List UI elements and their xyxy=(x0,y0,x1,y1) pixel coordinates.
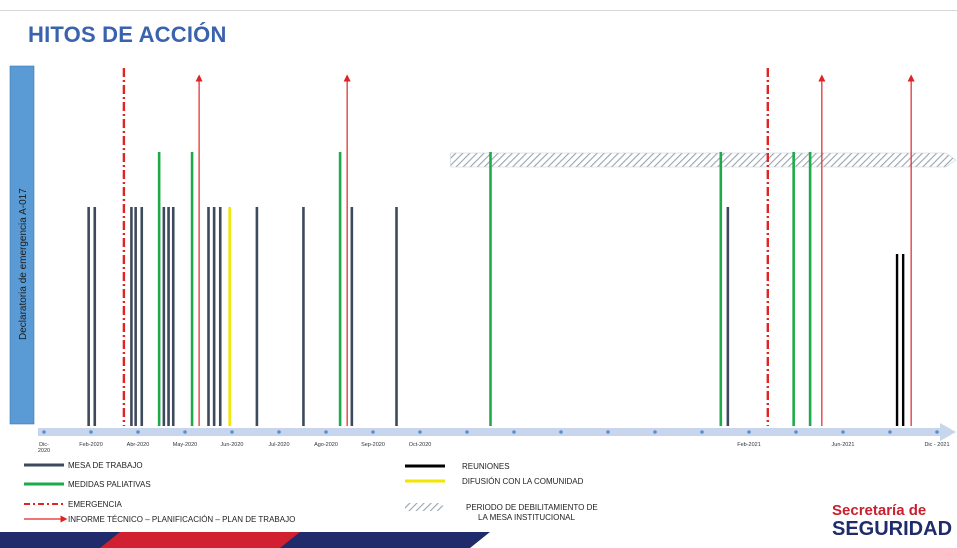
legend-swatch-periodo xyxy=(405,503,445,511)
legend-label-informe: INFORME TÉCNICO – PLANIFICACIÓN – PLAN D… xyxy=(68,515,295,524)
axis-dot xyxy=(794,430,798,434)
axis-dot xyxy=(653,430,657,434)
axis-dot xyxy=(324,430,328,434)
axis-dot xyxy=(935,430,939,434)
axis-dot xyxy=(888,430,892,434)
axis-dot xyxy=(606,430,610,434)
legend-label-periodo-2: LA MESA INSTITUCIONAL xyxy=(478,513,575,522)
period-debilitamiento xyxy=(450,152,957,168)
tick-label: Sep-2020 xyxy=(361,442,385,448)
axis-dot xyxy=(277,430,281,434)
legend-label-paliativas: MEDIDAS PALIATIVAS xyxy=(68,480,151,489)
tick-label: May-2020 xyxy=(173,442,197,448)
tick-label: Jun-2020 xyxy=(221,442,244,448)
axis-dot xyxy=(183,430,187,434)
footer-stripes xyxy=(0,532,490,548)
events-layer xyxy=(87,68,915,426)
legend-label-reuniones: REUNIONES xyxy=(462,462,510,471)
axis-dot xyxy=(465,430,469,434)
axis-dot xyxy=(89,430,93,434)
top-divider xyxy=(0,10,957,11)
tick-label: Oct-2020 xyxy=(409,442,432,448)
brand-line-2: SEGURIDAD xyxy=(832,518,953,540)
period-band xyxy=(450,152,957,168)
axis-dot xyxy=(418,430,422,434)
legend-label-mesa: MESA DE TRABAJO xyxy=(68,461,143,470)
vertical-label-bar xyxy=(9,65,35,425)
axis-dot xyxy=(559,430,563,434)
axis-dot xyxy=(747,430,751,434)
axis-dot xyxy=(42,430,46,434)
tick-label: Jul-2020 xyxy=(268,442,289,448)
axis-arrowhead xyxy=(940,423,956,441)
axis-dot xyxy=(230,430,234,434)
axis-dot xyxy=(700,430,704,434)
legend: MESA DE TRABAJO MEDIDAS PALIATIVAS EMERGEN… xyxy=(24,461,598,524)
legend-label-emergencia: EMERGENCIA xyxy=(68,500,122,509)
legend-label-periodo: PERIODO DE DEBILITAMIENTO DE xyxy=(466,503,598,512)
tick-label: Jun-2021 xyxy=(832,442,855,448)
vertical-label: Declaratoria de emergencia A-017 xyxy=(18,188,29,340)
axis-dot xyxy=(136,430,140,434)
page-title: HITOS DE ACCIÓN xyxy=(28,22,227,47)
tick-label: Dic- xyxy=(39,442,49,448)
timeline-axis: Dic-2020 Feb-2020 Abr-2020 May-2020 Jun-2020… xyxy=(38,423,956,454)
tick-label: Feb-2021 xyxy=(737,442,761,448)
tick-label: Ago-2020 xyxy=(314,442,338,448)
axis-dot xyxy=(371,430,375,434)
axis-dot xyxy=(841,430,845,434)
legend-label-difusion: DIFUSIÓN CON LA COMUNIDAD xyxy=(462,477,584,486)
axis-band xyxy=(38,428,943,436)
brand-line-1: Secretaría de xyxy=(832,502,927,519)
tick-label: Abr-2020 xyxy=(127,442,150,448)
tick-label: Feb-2020 xyxy=(79,442,103,448)
tick-label: Dic - 2021 xyxy=(924,442,949,448)
axis-dot xyxy=(512,430,516,434)
tick-label: 2020 xyxy=(38,448,50,454)
